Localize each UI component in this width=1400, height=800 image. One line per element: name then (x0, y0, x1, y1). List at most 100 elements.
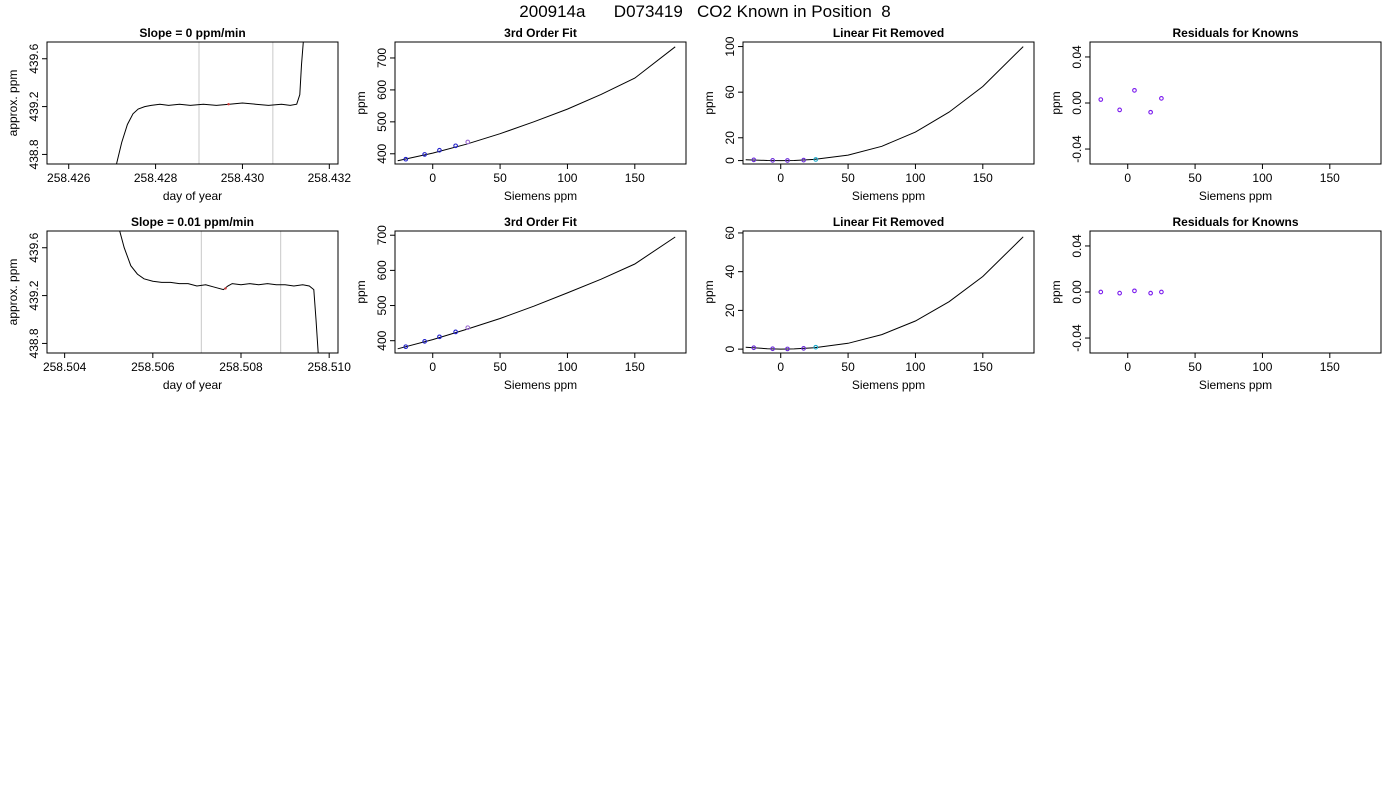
x-tick-label: 0 (1124, 360, 1131, 374)
data-point (1098, 97, 1104, 102)
y-tick-label: 0 (723, 345, 737, 352)
y-tick-label: 20 (723, 131, 737, 145)
x-tick-label: 258.510 (307, 360, 351, 374)
plot-area (1098, 87, 1164, 115)
data-point (422, 152, 427, 157)
data-point (1148, 109, 1153, 115)
plot-area (1098, 288, 1164, 296)
y-tick-label: 438.8 (27, 139, 41, 169)
x-tick-label: 0 (1124, 171, 1131, 185)
y-tick-label: 400 (375, 330, 389, 350)
data-point (437, 334, 442, 340)
x-tick-label: 50 (841, 360, 855, 374)
y-tick-label: 500 (375, 112, 389, 132)
data-point (751, 157, 757, 163)
data-point (770, 346, 775, 352)
y-tick-label: 439.6 (27, 232, 41, 262)
x-tick-label: 150 (625, 360, 645, 374)
y-tick-label: 600 (375, 80, 389, 100)
y-tick-label: 40 (723, 265, 737, 279)
fit-curve (745, 236, 1024, 350)
x-tick-label: 150 (1320, 171, 1340, 185)
chart-panel: Linear Fit Removed 0 50 100 150 0 20 60 100 Sieme… (702, 26, 1035, 203)
x-tick-label: 258.426 (47, 171, 91, 185)
plot-frame (46, 230, 339, 354)
y-axis-label: ppm (702, 91, 716, 114)
x-tick-label: 258.506 (131, 360, 175, 374)
chart-panels: Slope = 0 ppm/min 258.426 258.428 258.430 25… (6, 26, 1382, 392)
data-point (1117, 107, 1122, 113)
trace-line (119, 231, 319, 353)
data-point (403, 344, 409, 350)
x-tick-label: 100 (905, 360, 925, 374)
y-tick-label: 100 (723, 36, 737, 56)
y-tick-label: 0.00 (1070, 280, 1084, 304)
y-tick-label: 60 (723, 85, 737, 99)
y-tick-label: -0.04 (1070, 324, 1084, 352)
data-point (1132, 87, 1137, 93)
x-tick-label: 0 (429, 360, 436, 374)
y-tick-label: 439.2 (27, 91, 41, 121)
plot-frame (742, 230, 1035, 354)
data-point (770, 158, 775, 163)
x-tick-label: 100 (905, 171, 925, 185)
x-tick-label: 0 (429, 171, 436, 185)
x-axis-label: Siemens ppm (504, 189, 577, 203)
panel-title: Linear Fit Removed (833, 215, 944, 229)
data-point (813, 344, 819, 350)
y-axis-label: ppm (354, 280, 368, 303)
x-tick-label: 50 (493, 171, 507, 185)
data-point (1117, 290, 1122, 296)
data-point (785, 158, 790, 163)
y-tick-label: 700 (375, 48, 389, 68)
y-axis-label: ppm (1049, 91, 1063, 114)
fit-curve (397, 46, 676, 162)
panel-title: 3rd Order Fit (504, 215, 577, 229)
x-tick-label: 100 (557, 360, 577, 374)
panel-title: Residuals for Knowns (1172, 215, 1298, 229)
data-point (1132, 288, 1137, 294)
data-point (453, 329, 458, 335)
x-tick-label: 258.428 (134, 171, 178, 185)
data-point (801, 157, 806, 163)
data-point (403, 156, 409, 162)
y-tick-label: 438.8 (27, 328, 41, 358)
panel-title: 3rd Order Fit (504, 26, 577, 40)
chart-panel: Linear Fit Removed 0 50 100 150 0 20 40 60 Siemen… (702, 215, 1035, 392)
data-point (465, 139, 471, 145)
trace-line (116, 42, 304, 164)
plot-area (119, 231, 319, 353)
y-tick-label: -0.04 (1070, 135, 1084, 163)
plot-frame (46, 41, 339, 165)
plot-area (745, 236, 1024, 352)
y-axis-label: ppm (702, 280, 716, 303)
x-axis-label: Siemens ppm (1199, 378, 1272, 392)
y-tick-label: 400 (375, 143, 389, 163)
y-tick-label: 439.2 (27, 280, 41, 310)
x-axis-label: day of year (163, 378, 222, 392)
y-tick-label: 60 (723, 226, 737, 240)
plot-frame (1089, 41, 1382, 165)
data-point (751, 345, 757, 351)
x-tick-label: 258.504 (43, 360, 87, 374)
trace-marker (227, 102, 230, 106)
y-axis-label: approx. ppm (6, 70, 20, 137)
x-tick-label: 50 (493, 360, 507, 374)
y-tick-label: 600 (375, 260, 389, 280)
x-axis-label: day of year (163, 189, 222, 203)
chart-panel: 3rd Order Fit 0 50 100 150 400 500 600 700 Siemen… (354, 26, 687, 203)
y-tick-label: 439.6 (27, 43, 41, 73)
y-tick-label: 20 (723, 303, 737, 317)
plot-frame (394, 41, 687, 165)
x-tick-label: 100 (1252, 360, 1272, 374)
y-tick-label: 500 (375, 295, 389, 315)
plot-area (397, 236, 676, 350)
x-tick-label: 150 (973, 171, 993, 185)
y-tick-label: 0.04 (1070, 234, 1084, 258)
y-tick-label: 0.00 (1070, 91, 1084, 115)
panel-title: Residuals for Knowns (1172, 26, 1298, 40)
chart-panel: Residuals for Knowns 0 50 100 150 -0.04 0.00 0.… (1049, 215, 1382, 392)
y-tick-label: 0.04 (1070, 45, 1084, 69)
chart-panel: Slope = 0 ppm/min 258.426 258.428 258.430 25… (6, 26, 351, 203)
